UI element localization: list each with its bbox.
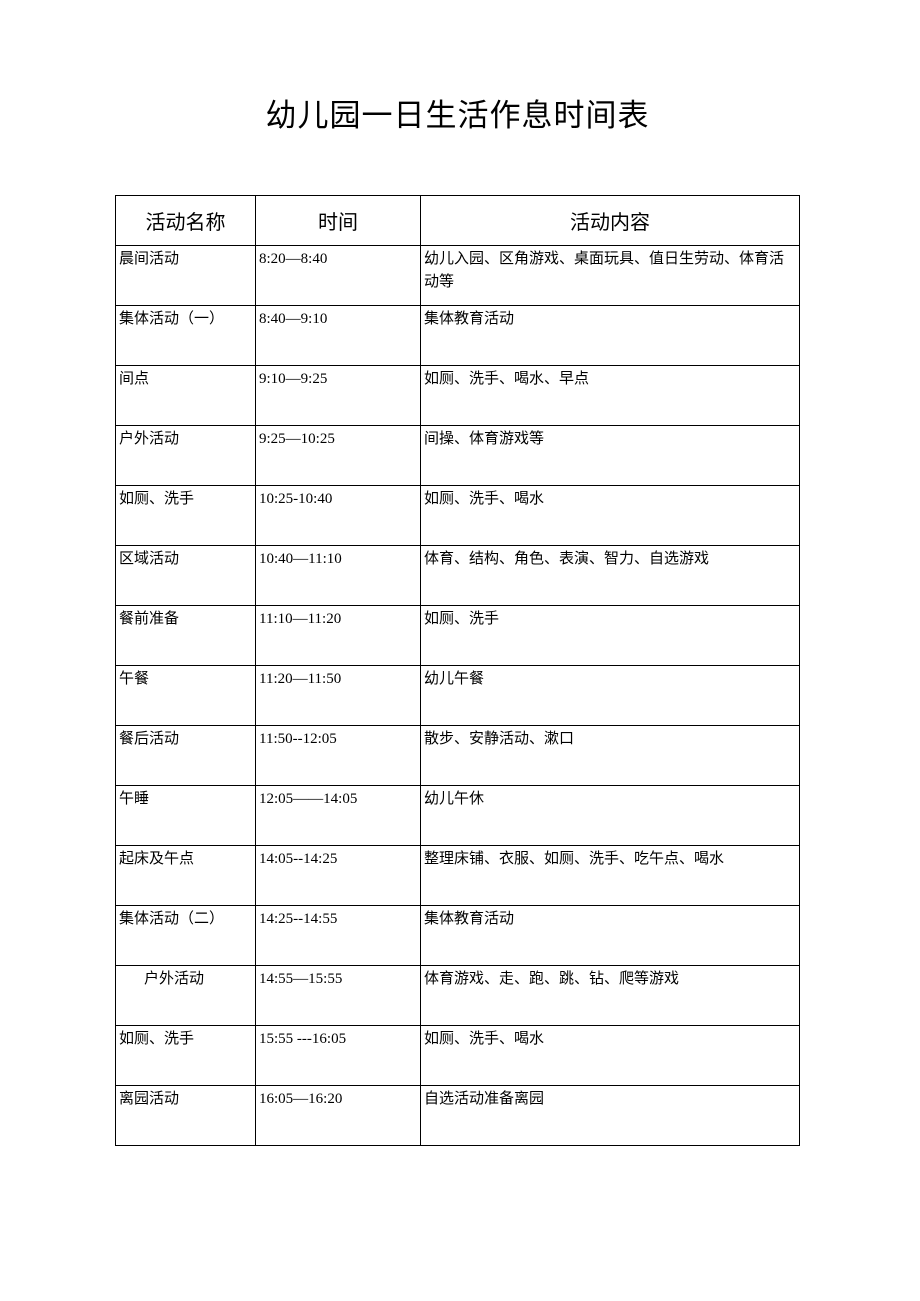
header-content: 活动内容 (421, 196, 800, 246)
cell-time: 10:40—11:10 (256, 546, 421, 606)
header-activity: 活动名称 (116, 196, 256, 246)
cell-content: 如厕、洗手、喝水、早点 (421, 366, 800, 426)
cell-time: 11:10—11:20 (256, 606, 421, 666)
cell-content: 间操、体育游戏等 (421, 426, 800, 486)
cell-activity: 如厕、洗手 (116, 1026, 256, 1086)
cell-content: 整理床铺、衣服、如厕、洗手、吃午点、喝水 (421, 846, 800, 906)
cell-activity: 离园活动 (116, 1086, 256, 1146)
cell-content: 如厕、洗手 (421, 606, 800, 666)
cell-activity: 起床及午点 (116, 846, 256, 906)
table-row: 晨间活动8:20—8:40幼儿入园、区角游戏、桌面玩具、值日生劳动、体育活动等 (116, 246, 800, 306)
table-header-row: 活动名称 时间 活动内容 (116, 196, 800, 246)
cell-time: 16:05—16:20 (256, 1086, 421, 1146)
cell-activity: 午餐 (116, 666, 256, 726)
table-row: 间点9:10—9:25如厕、洗手、喝水、早点 (116, 366, 800, 426)
cell-activity: 区域活动 (116, 546, 256, 606)
cell-time: 8:40—9:10 (256, 306, 421, 366)
table-row: 离园活动16:05—16:20自选活动准备离园 (116, 1086, 800, 1146)
cell-activity: 如厕、洗手 (116, 486, 256, 546)
table-row: 户外活动14:55—15:55体育游戏、走、跑、跳、钻、爬等游戏 (116, 966, 800, 1026)
cell-content: 幼儿午休 (421, 786, 800, 846)
cell-activity: 餐后活动 (116, 726, 256, 786)
cell-content: 幼儿午餐 (421, 666, 800, 726)
cell-content: 集体教育活动 (421, 306, 800, 366)
cell-time: 14:25--14:55 (256, 906, 421, 966)
cell-time: 11:50--12:05 (256, 726, 421, 786)
cell-time: 15:55 ---16:05 (256, 1026, 421, 1086)
cell-activity: 户外活动 (116, 966, 256, 1026)
cell-time: 14:55—15:55 (256, 966, 421, 1026)
page-title: 幼儿园一日生活作息时间表 (115, 90, 800, 135)
cell-time: 14:05--14:25 (256, 846, 421, 906)
table-body: 晨间活动8:20—8:40幼儿入园、区角游戏、桌面玩具、值日生劳动、体育活动等集… (116, 246, 800, 1146)
table-row: 如厕、洗手15:55 ---16:05如厕、洗手、喝水 (116, 1026, 800, 1086)
cell-time: 8:20—8:40 (256, 246, 421, 306)
cell-activity: 午睡 (116, 786, 256, 846)
table-row: 餐前准备11:10—11:20如厕、洗手 (116, 606, 800, 666)
cell-content: 散步、安静活动、漱口 (421, 726, 800, 786)
table-row: 集体活动（二）14:25--14:55集体教育活动 (116, 906, 800, 966)
cell-content: 幼儿入园、区角游戏、桌面玩具、值日生劳动、体育活动等 (421, 246, 800, 306)
table-row: 午餐11:20—11:50幼儿午餐 (116, 666, 800, 726)
cell-time: 9:25—10:25 (256, 426, 421, 486)
cell-time: 9:10—9:25 (256, 366, 421, 426)
table-row: 区域活动10:40—11:10体育、结构、角色、表演、智力、自选游戏 (116, 546, 800, 606)
cell-activity: 户外活动 (116, 426, 256, 486)
table-row: 餐后活动11:50--12:05散步、安静活动、漱口 (116, 726, 800, 786)
cell-content: 自选活动准备离园 (421, 1086, 800, 1146)
cell-activity: 集体活动（二） (116, 906, 256, 966)
header-time: 时间 (256, 196, 421, 246)
cell-time: 11:20—11:50 (256, 666, 421, 726)
table-row: 集体活动（一）8:40—9:10集体教育活动 (116, 306, 800, 366)
cell-content: 如厕、洗手、喝水 (421, 1026, 800, 1086)
table-row: 午睡12:05——14:05幼儿午休 (116, 786, 800, 846)
schedule-table: 活动名称 时间 活动内容 晨间活动8:20—8:40幼儿入园、区角游戏、桌面玩具… (115, 195, 800, 1146)
cell-time: 10:25-10:40 (256, 486, 421, 546)
cell-activity: 间点 (116, 366, 256, 426)
table-row: 户外活动9:25—10:25间操、体育游戏等 (116, 426, 800, 486)
cell-time: 12:05——14:05 (256, 786, 421, 846)
cell-content: 集体教育活动 (421, 906, 800, 966)
table-row: 如厕、洗手10:25-10:40如厕、洗手、喝水 (116, 486, 800, 546)
cell-activity: 餐前准备 (116, 606, 256, 666)
cell-activity: 集体活动（一） (116, 306, 256, 366)
cell-content: 体育游戏、走、跑、跳、钻、爬等游戏 (421, 966, 800, 1026)
table-row: 起床及午点14:05--14:25整理床铺、衣服、如厕、洗手、吃午点、喝水 (116, 846, 800, 906)
cell-activity: 晨间活动 (116, 246, 256, 306)
cell-content: 如厕、洗手、喝水 (421, 486, 800, 546)
cell-content: 体育、结构、角色、表演、智力、自选游戏 (421, 546, 800, 606)
